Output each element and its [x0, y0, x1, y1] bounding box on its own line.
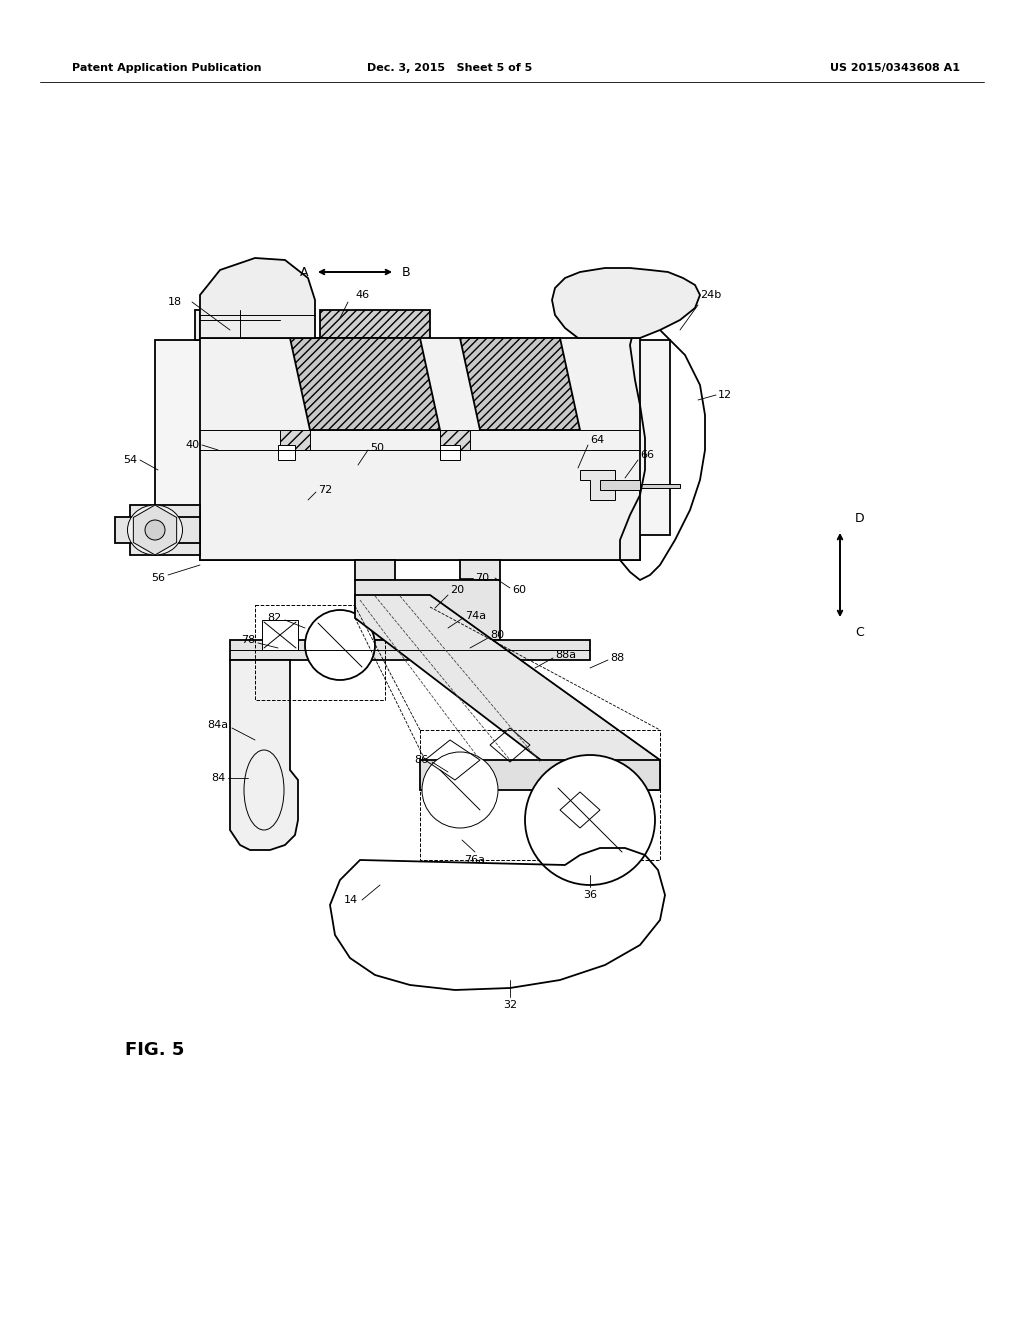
Polygon shape — [460, 560, 500, 579]
Text: 70: 70 — [475, 573, 489, 583]
Polygon shape — [420, 760, 660, 789]
Polygon shape — [460, 338, 580, 430]
Polygon shape — [280, 430, 310, 450]
Circle shape — [145, 520, 165, 540]
Text: C: C — [855, 626, 864, 639]
Text: 32: 32 — [503, 1001, 517, 1010]
Text: 24b: 24b — [700, 290, 721, 300]
Polygon shape — [200, 310, 280, 338]
Text: 50: 50 — [370, 444, 384, 453]
Polygon shape — [580, 470, 615, 500]
Polygon shape — [355, 595, 660, 789]
Text: 14: 14 — [344, 895, 358, 906]
Polygon shape — [115, 517, 200, 543]
Polygon shape — [440, 445, 460, 455]
Polygon shape — [200, 257, 315, 338]
Circle shape — [305, 610, 375, 680]
Polygon shape — [262, 620, 298, 649]
Polygon shape — [440, 450, 460, 459]
Polygon shape — [552, 268, 700, 338]
Polygon shape — [440, 430, 470, 450]
Text: US 2015/0343608 A1: US 2015/0343608 A1 — [830, 63, 961, 73]
Text: 66: 66 — [640, 450, 654, 459]
Text: 84: 84 — [211, 774, 225, 783]
Text: 36: 36 — [583, 890, 597, 900]
Bar — [420, 730, 660, 861]
Polygon shape — [133, 506, 177, 554]
Circle shape — [422, 752, 498, 828]
Text: 56: 56 — [151, 573, 165, 583]
Polygon shape — [640, 484, 680, 488]
Text: 74a: 74a — [465, 611, 486, 620]
Text: 88a: 88a — [555, 649, 577, 660]
Bar — [255, 605, 385, 700]
Polygon shape — [230, 640, 590, 660]
Text: 20: 20 — [450, 585, 464, 595]
Text: Patent Application Publication: Patent Application Publication — [72, 63, 261, 73]
Polygon shape — [200, 338, 640, 560]
Text: A: A — [299, 265, 308, 279]
Text: 40: 40 — [186, 440, 200, 450]
Text: 64: 64 — [590, 436, 604, 445]
Ellipse shape — [128, 506, 182, 554]
Polygon shape — [600, 480, 640, 490]
Text: FIG. 5: FIG. 5 — [125, 1041, 184, 1059]
Circle shape — [525, 755, 655, 884]
Polygon shape — [130, 506, 200, 554]
Polygon shape — [195, 310, 275, 341]
Polygon shape — [278, 450, 295, 459]
Text: 46: 46 — [355, 290, 369, 300]
Text: 18: 18 — [168, 297, 182, 308]
Text: 82: 82 — [267, 612, 282, 623]
Text: 88: 88 — [610, 653, 625, 663]
Text: D: D — [855, 511, 864, 524]
Text: 86: 86 — [414, 755, 428, 766]
Text: 84a: 84a — [207, 719, 228, 730]
Polygon shape — [355, 579, 500, 640]
Polygon shape — [319, 310, 430, 430]
Text: 80: 80 — [490, 630, 504, 640]
Text: 78: 78 — [241, 635, 255, 645]
Text: B: B — [402, 265, 411, 279]
Polygon shape — [290, 338, 440, 430]
Polygon shape — [278, 445, 295, 455]
Text: 12: 12 — [718, 389, 732, 400]
Text: Dec. 3, 2015   Sheet 5 of 5: Dec. 3, 2015 Sheet 5 of 5 — [368, 63, 532, 73]
Polygon shape — [355, 560, 395, 579]
Text: 54: 54 — [123, 455, 137, 465]
Text: 76a: 76a — [465, 855, 485, 865]
Polygon shape — [155, 341, 670, 560]
Text: 72: 72 — [318, 484, 332, 495]
Text: 60: 60 — [512, 585, 526, 595]
Polygon shape — [230, 660, 298, 850]
